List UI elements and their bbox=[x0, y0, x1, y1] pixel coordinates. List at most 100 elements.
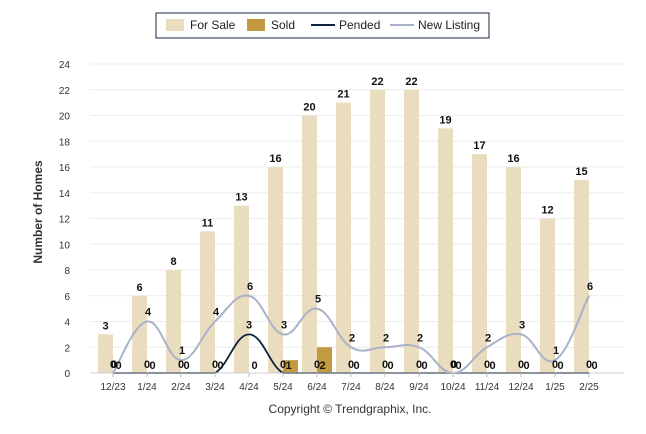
for-sale-value-label: 13 bbox=[235, 192, 247, 204]
pended-value-label: 0 bbox=[144, 359, 150, 371]
x-tick-label: 12/24 bbox=[508, 382, 533, 393]
for-sale-value-label: 12 bbox=[541, 205, 553, 217]
for-sale-bar bbox=[132, 295, 147, 373]
x-tick-label: 9/24 bbox=[409, 382, 429, 393]
for-sale-value-label: 22 bbox=[371, 76, 383, 88]
legend-label-pended: Pended bbox=[339, 18, 380, 32]
for-sale-value-label: 19 bbox=[439, 114, 451, 126]
x-tick-label: 7/24 bbox=[341, 382, 361, 393]
new-listing-value-label: 4 bbox=[213, 307, 220, 319]
for-sale-bar bbox=[370, 89, 385, 373]
new-listing-value-label: 1 bbox=[553, 345, 559, 357]
new-listing-value-label: 5 bbox=[315, 294, 321, 306]
sold-value-label: 0 bbox=[387, 360, 393, 372]
pended-value-label: 0 bbox=[552, 359, 558, 371]
sold-value-label: 0 bbox=[455, 360, 461, 372]
sold-value-label: 0 bbox=[149, 360, 155, 372]
y-axis-title: Number of Homes bbox=[31, 160, 45, 264]
x-tick-label: 12/23 bbox=[100, 382, 125, 393]
sold-value-label: 0 bbox=[591, 360, 597, 372]
sold-value-label: 1 bbox=[285, 360, 291, 372]
sold-value-label: 0 bbox=[251, 360, 257, 372]
pended-value-label: 0 bbox=[382, 359, 388, 371]
for-sale-bar bbox=[472, 154, 487, 373]
for-sale-value-label: 17 bbox=[473, 140, 485, 152]
y-tick-label: 2 bbox=[64, 343, 70, 354]
sold-value-label: 0 bbox=[217, 360, 223, 372]
for-sale-bar bbox=[98, 334, 113, 373]
x-tick-label: 2/24 bbox=[171, 382, 191, 393]
for-sale-value-label: 16 bbox=[507, 153, 519, 165]
sold-value-label: 0 bbox=[489, 360, 495, 372]
new-listing-value-label: 2 bbox=[485, 332, 491, 344]
for-sale-bar bbox=[166, 270, 181, 373]
legend-label-sold: Sold bbox=[271, 18, 295, 32]
legend-swatch-sold bbox=[247, 19, 265, 31]
for-sale-bar bbox=[268, 167, 283, 373]
new-listing-value-label: 0 bbox=[451, 359, 457, 371]
new-listing-value-label: 3 bbox=[519, 319, 525, 331]
pended-value-label: 0 bbox=[416, 359, 422, 371]
x-tick-label: 3/24 bbox=[205, 382, 225, 393]
new-listing-value-label: 2 bbox=[417, 332, 423, 344]
y-tick-label: 20 bbox=[59, 112, 71, 123]
x-tick-label: 11/24 bbox=[475, 382, 500, 393]
pended-value-label: 0 bbox=[586, 359, 592, 371]
sold-value-label: 0 bbox=[421, 360, 427, 372]
for-sale-bar bbox=[438, 128, 453, 373]
for-sale-value-label: 8 bbox=[170, 256, 176, 268]
new-listing-value-label: 1 bbox=[179, 345, 185, 357]
y-tick-label: 6 bbox=[64, 292, 70, 303]
bars bbox=[98, 89, 589, 373]
new-listing-value-label: 3 bbox=[281, 319, 287, 331]
for-sale-value-label: 15 bbox=[575, 166, 587, 178]
for-sale-bar bbox=[404, 89, 419, 373]
new-listing-value-label: 0 bbox=[111, 359, 117, 371]
y-tick-label: 0 bbox=[64, 369, 70, 380]
sold-value-label: 0 bbox=[353, 360, 359, 372]
new-listing-value-label: 2 bbox=[383, 332, 389, 344]
legend-label-new-listing: New Listing bbox=[418, 18, 480, 32]
pended-value-label: 0 bbox=[110, 359, 116, 371]
sold-value-label: 0 bbox=[523, 360, 529, 372]
y-tick-label: 24 bbox=[59, 60, 71, 71]
for-sale-bar bbox=[540, 218, 555, 373]
x-tick-label: 8/24 bbox=[375, 382, 395, 393]
y-tick-label: 18 bbox=[59, 137, 71, 148]
x-tick-label: 5/24 bbox=[273, 382, 293, 393]
y-tick-label: 10 bbox=[59, 240, 71, 251]
pended-value-label: 3 bbox=[246, 319, 252, 331]
x-tick-label: 4/24 bbox=[239, 382, 259, 393]
for-sale-value-label: 16 bbox=[269, 153, 281, 165]
for-sale-value-label: 11 bbox=[202, 217, 214, 229]
for-sale-value-label: 20 bbox=[303, 102, 315, 114]
pended-value-label: 0 bbox=[280, 359, 286, 371]
for-sale-value-label: 6 bbox=[136, 282, 142, 294]
pended-value-label: 0 bbox=[314, 359, 320, 371]
new-listing-value-label: 6 bbox=[247, 281, 253, 293]
pended-value-label: 0 bbox=[484, 359, 490, 371]
for-sale-value-label: 21 bbox=[337, 89, 349, 101]
sold-bar bbox=[317, 347, 332, 373]
sold-value-label: 0 bbox=[183, 360, 189, 372]
pended-value-label: 0 bbox=[348, 359, 354, 371]
for-sale-bar bbox=[200, 231, 215, 373]
pended-value-label: 0 bbox=[450, 359, 456, 371]
copyright-text: Copyright © Trendgraphix, Inc. bbox=[269, 402, 432, 416]
for-sale-value-label: 22 bbox=[405, 76, 417, 88]
legend-swatch-for-sale bbox=[166, 19, 184, 31]
for-sale-bar bbox=[574, 179, 589, 373]
for-sale-bar bbox=[234, 205, 249, 373]
sold-value-label: 2 bbox=[319, 360, 325, 372]
y-tick-label: 8 bbox=[64, 266, 70, 277]
for-sale-bar bbox=[506, 167, 521, 373]
y-tick-label: 12 bbox=[59, 215, 71, 226]
y-tick-label: 14 bbox=[59, 189, 71, 200]
pended-value-label: 0 bbox=[178, 359, 184, 371]
x-tick-label: 6/24 bbox=[307, 382, 327, 393]
for-sale-bar bbox=[302, 115, 317, 373]
pended-value-label: 0 bbox=[518, 359, 524, 371]
new-listing-value-label: 4 bbox=[145, 307, 152, 319]
y-tick-label: 22 bbox=[59, 86, 71, 97]
